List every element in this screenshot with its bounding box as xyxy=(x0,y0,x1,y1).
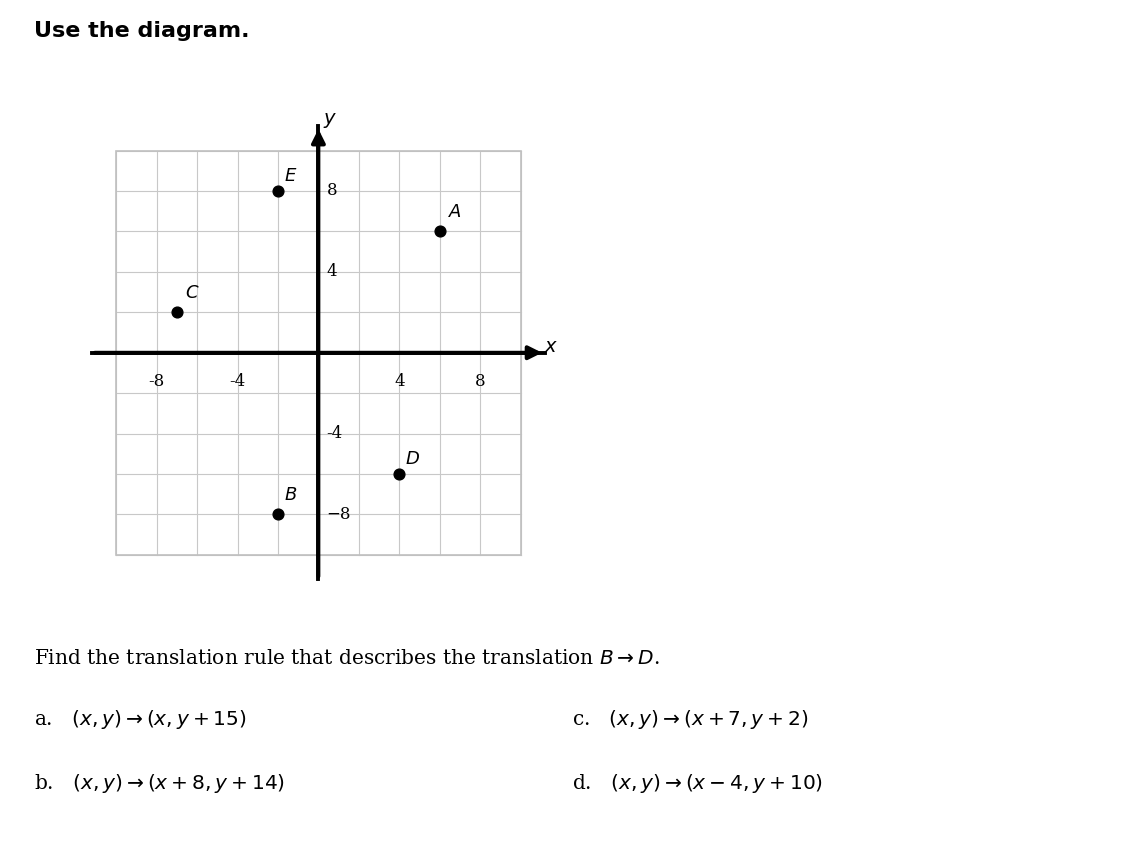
Text: 8: 8 xyxy=(475,373,485,390)
Text: $\mathit{D}$: $\mathit{D}$ xyxy=(405,450,420,468)
Point xyxy=(269,508,287,522)
Text: $x$: $x$ xyxy=(544,338,558,355)
Text: -4: -4 xyxy=(326,425,342,442)
Text: -4: -4 xyxy=(229,373,246,390)
Point xyxy=(269,184,287,198)
Point xyxy=(390,467,409,481)
Text: $\mathit{B}$: $\mathit{B}$ xyxy=(284,487,298,505)
Text: 4: 4 xyxy=(326,264,337,281)
Text: $y$: $y$ xyxy=(323,111,338,130)
Text: d.   $(x, y) \to (x - 4, y + 10)$: d. $(x, y) \to (x - 4, y + 10)$ xyxy=(572,772,823,795)
Text: a.   $(x, y) \to (x, y + 15)$: a. $(x, y) \to (x, y + 15)$ xyxy=(34,708,247,731)
Text: −8: −8 xyxy=(326,506,352,523)
Text: $\mathit{C}$: $\mathit{C}$ xyxy=(185,284,199,302)
Point xyxy=(431,225,449,238)
Text: 4: 4 xyxy=(394,373,404,390)
Text: 8: 8 xyxy=(326,182,337,199)
Text: c.   $(x, y) \to (x + 7, y + 2)$: c. $(x, y) \to (x + 7, y + 2)$ xyxy=(572,708,810,731)
Text: $\mathit{E}$: $\mathit{E}$ xyxy=(284,167,298,185)
Text: Find the translation rule that describes the translation $B \to D$.: Find the translation rule that describes… xyxy=(34,649,660,667)
Point xyxy=(167,305,185,319)
Text: b.   $(x, y) \to (x + 8, y + 14)$: b. $(x, y) \to (x + 8, y + 14)$ xyxy=(34,772,285,795)
Bar xyxy=(116,151,521,555)
Text: $\mathit{A}$: $\mathit{A}$ xyxy=(448,204,461,221)
Text: Use the diagram.: Use the diagram. xyxy=(34,21,250,42)
Text: -8: -8 xyxy=(149,373,165,390)
